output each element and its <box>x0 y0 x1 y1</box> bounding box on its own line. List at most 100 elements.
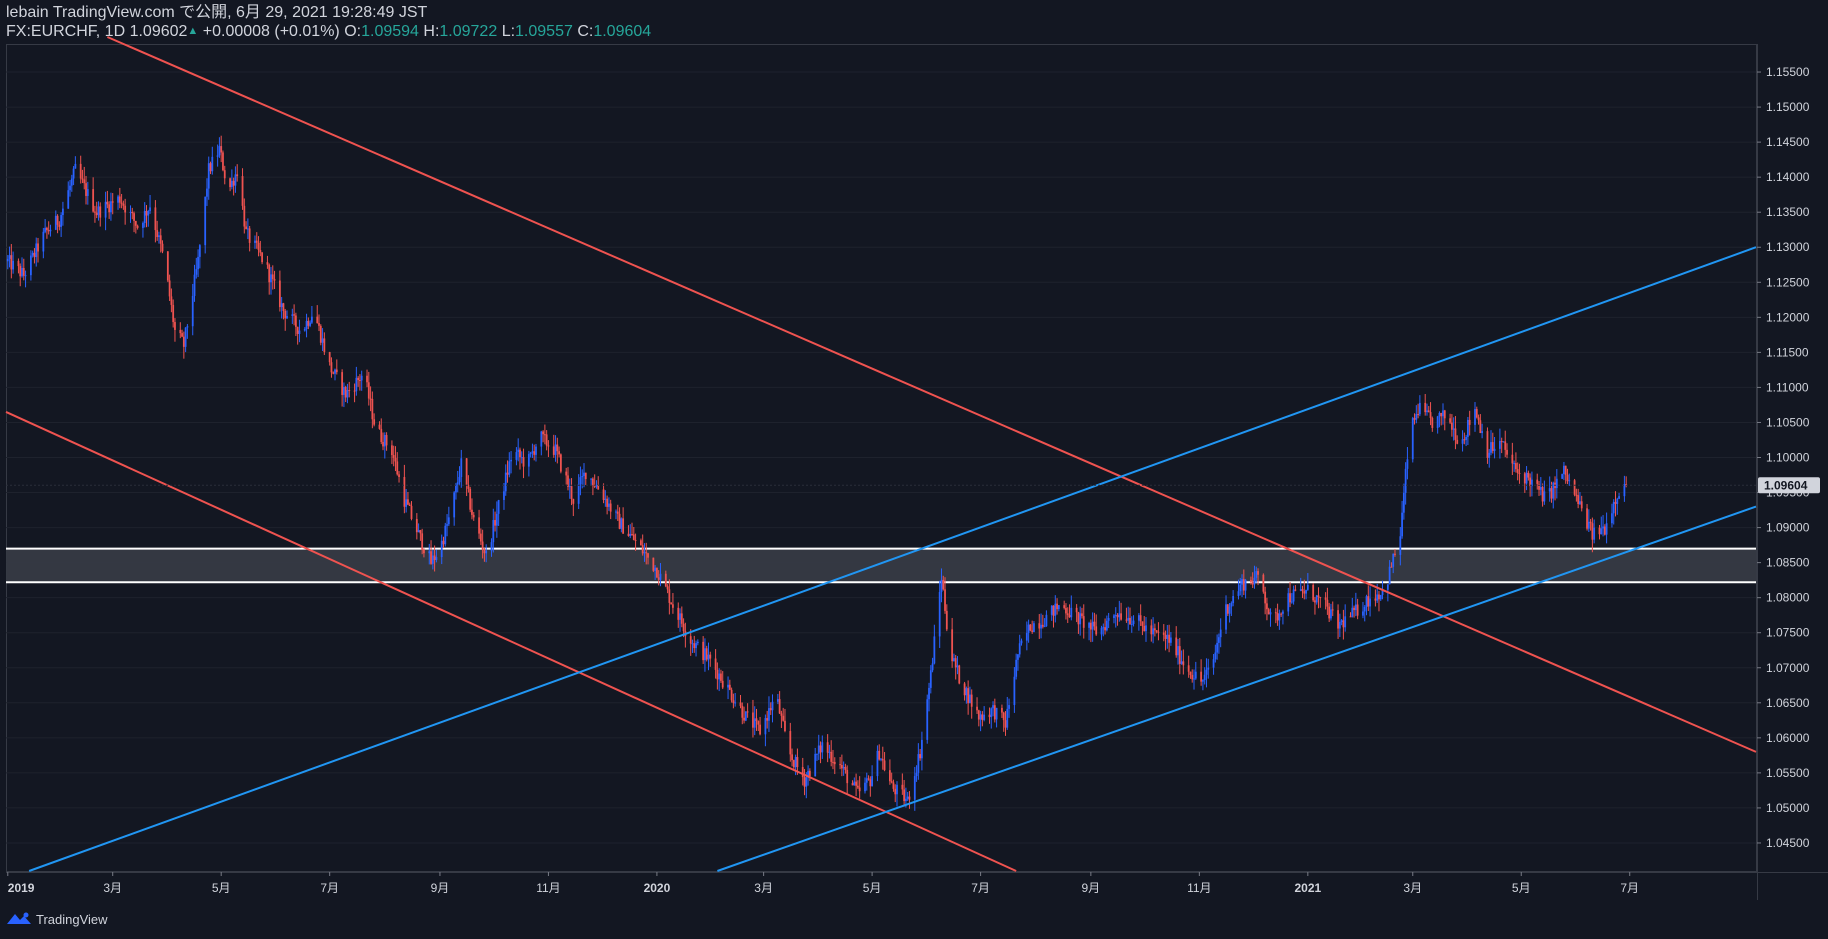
candle-body[interactable] <box>216 155 219 157</box>
candle-body[interactable] <box>1052 605 1055 616</box>
candle-body[interactable] <box>293 314 296 316</box>
candle-body[interactable] <box>161 243 164 252</box>
candle-body[interactable] <box>552 446 555 455</box>
candle-body[interactable] <box>593 485 596 487</box>
candle-body[interactable] <box>808 770 811 777</box>
candle-body[interactable] <box>1413 418 1416 420</box>
candle-body[interactable] <box>1054 603 1057 616</box>
candle-body[interactable] <box>1401 512 1403 537</box>
candle-body[interactable] <box>1045 614 1048 627</box>
candle-body[interactable] <box>1075 607 1078 613</box>
candle-body[interactable] <box>990 708 993 718</box>
candle-body[interactable] <box>1481 431 1484 433</box>
candle-body[interactable] <box>494 520 496 526</box>
candle-body[interactable] <box>469 488 472 510</box>
candle-body[interactable] <box>896 784 898 795</box>
candle-body[interactable] <box>643 552 646 554</box>
candle-body[interactable] <box>446 524 448 526</box>
candle-body[interactable] <box>739 702 742 706</box>
candle-body[interactable] <box>945 610 948 630</box>
candle-body[interactable] <box>680 613 683 624</box>
candle-body[interactable] <box>769 708 772 711</box>
candle-body[interactable] <box>842 767 845 769</box>
candle-body[interactable] <box>444 525 447 545</box>
candle-body[interactable] <box>1040 624 1042 629</box>
candle-body[interactable] <box>1474 409 1476 425</box>
candle-body[interactable] <box>1004 720 1007 728</box>
candle-body[interactable] <box>1091 621 1094 630</box>
candle-body[interactable] <box>992 705 994 709</box>
candle-body[interactable] <box>919 754 922 759</box>
candle-body[interactable] <box>558 451 560 455</box>
candle-body[interactable] <box>495 513 498 526</box>
candle-body[interactable] <box>1344 616 1347 628</box>
candle-body[interactable] <box>1479 420 1482 433</box>
candle-body[interactable] <box>1602 526 1604 529</box>
candle-body[interactable] <box>230 180 233 188</box>
candle-body[interactable] <box>766 718 769 721</box>
candle-body[interactable] <box>529 452 532 455</box>
candle-body[interactable] <box>954 658 957 668</box>
candle-body[interactable] <box>1180 661 1183 664</box>
candle-body[interactable] <box>1374 598 1377 601</box>
candle-body[interactable] <box>864 782 866 792</box>
candle-body[interactable] <box>716 669 719 680</box>
candle-body[interactable] <box>1143 625 1146 632</box>
candle-body[interactable] <box>286 316 288 319</box>
candle-body[interactable] <box>1043 626 1046 628</box>
candle-body[interactable] <box>1253 577 1256 585</box>
candle-body[interactable] <box>1278 613 1281 621</box>
candle-body[interactable] <box>1614 501 1617 504</box>
candle-body[interactable] <box>1280 613 1283 615</box>
candle-body[interactable] <box>871 776 874 787</box>
candle-body[interactable] <box>1548 488 1551 492</box>
candle-body[interactable] <box>1550 488 1553 499</box>
candle-body[interactable] <box>291 314 294 317</box>
candle-body[interactable] <box>392 455 395 458</box>
trend-lines-layer[interactable] <box>5 36 1757 872</box>
candle-body[interactable] <box>727 684 729 688</box>
candle-body[interactable] <box>734 702 737 704</box>
candle-body[interactable] <box>1250 579 1252 582</box>
candle-body[interactable] <box>506 472 509 475</box>
candle-body[interactable] <box>47 230 50 232</box>
candle-body[interactable] <box>640 540 642 546</box>
candle-body[interactable] <box>310 316 313 323</box>
candle-body[interactable] <box>645 552 648 554</box>
candle-body[interactable] <box>921 739 923 759</box>
candle-body[interactable] <box>929 670 932 688</box>
candle-body[interactable] <box>294 315 297 327</box>
candle-body[interactable] <box>1025 632 1028 641</box>
candle-body[interactable] <box>545 434 548 446</box>
candle-body[interactable] <box>1616 498 1619 504</box>
candle-body[interactable] <box>1603 526 1606 535</box>
candle-body[interactable] <box>248 228 251 243</box>
candle-body[interactable] <box>1563 465 1565 475</box>
candle-body[interactable] <box>654 567 657 571</box>
candle-body[interactable] <box>1376 594 1379 601</box>
candle-body[interactable] <box>1203 674 1206 681</box>
candle-body[interactable] <box>483 549 486 554</box>
candle-body[interactable] <box>814 753 817 777</box>
candle-body[interactable] <box>816 753 818 755</box>
candle-body[interactable] <box>1193 678 1195 680</box>
candle-body[interactable] <box>1394 553 1396 555</box>
candle-body[interactable] <box>70 178 73 186</box>
candle-body[interactable] <box>844 767 847 771</box>
candle-body[interactable] <box>223 170 226 179</box>
price-axis[interactable]: 1.04500 1.05000 1.05500 1.06000 1.06500 1.070… <box>6 65 1820 850</box>
candle-body[interactable] <box>764 718 767 735</box>
candle-body[interactable] <box>1150 625 1153 635</box>
candle-body[interactable] <box>1349 616 1352 618</box>
candle-body[interactable] <box>867 778 870 780</box>
candle-body[interactable] <box>1162 632 1165 635</box>
candle-body[interactable] <box>318 323 320 326</box>
candle-body[interactable] <box>1440 412 1443 417</box>
candle-body[interactable] <box>1166 634 1169 639</box>
candle-body[interactable] <box>1618 496 1620 499</box>
candle-body[interactable] <box>618 513 621 529</box>
candle-body[interactable] <box>931 663 934 671</box>
candle-body[interactable] <box>62 208 64 216</box>
candle-body[interactable] <box>1088 622 1090 628</box>
candle-body[interactable] <box>951 629 954 662</box>
